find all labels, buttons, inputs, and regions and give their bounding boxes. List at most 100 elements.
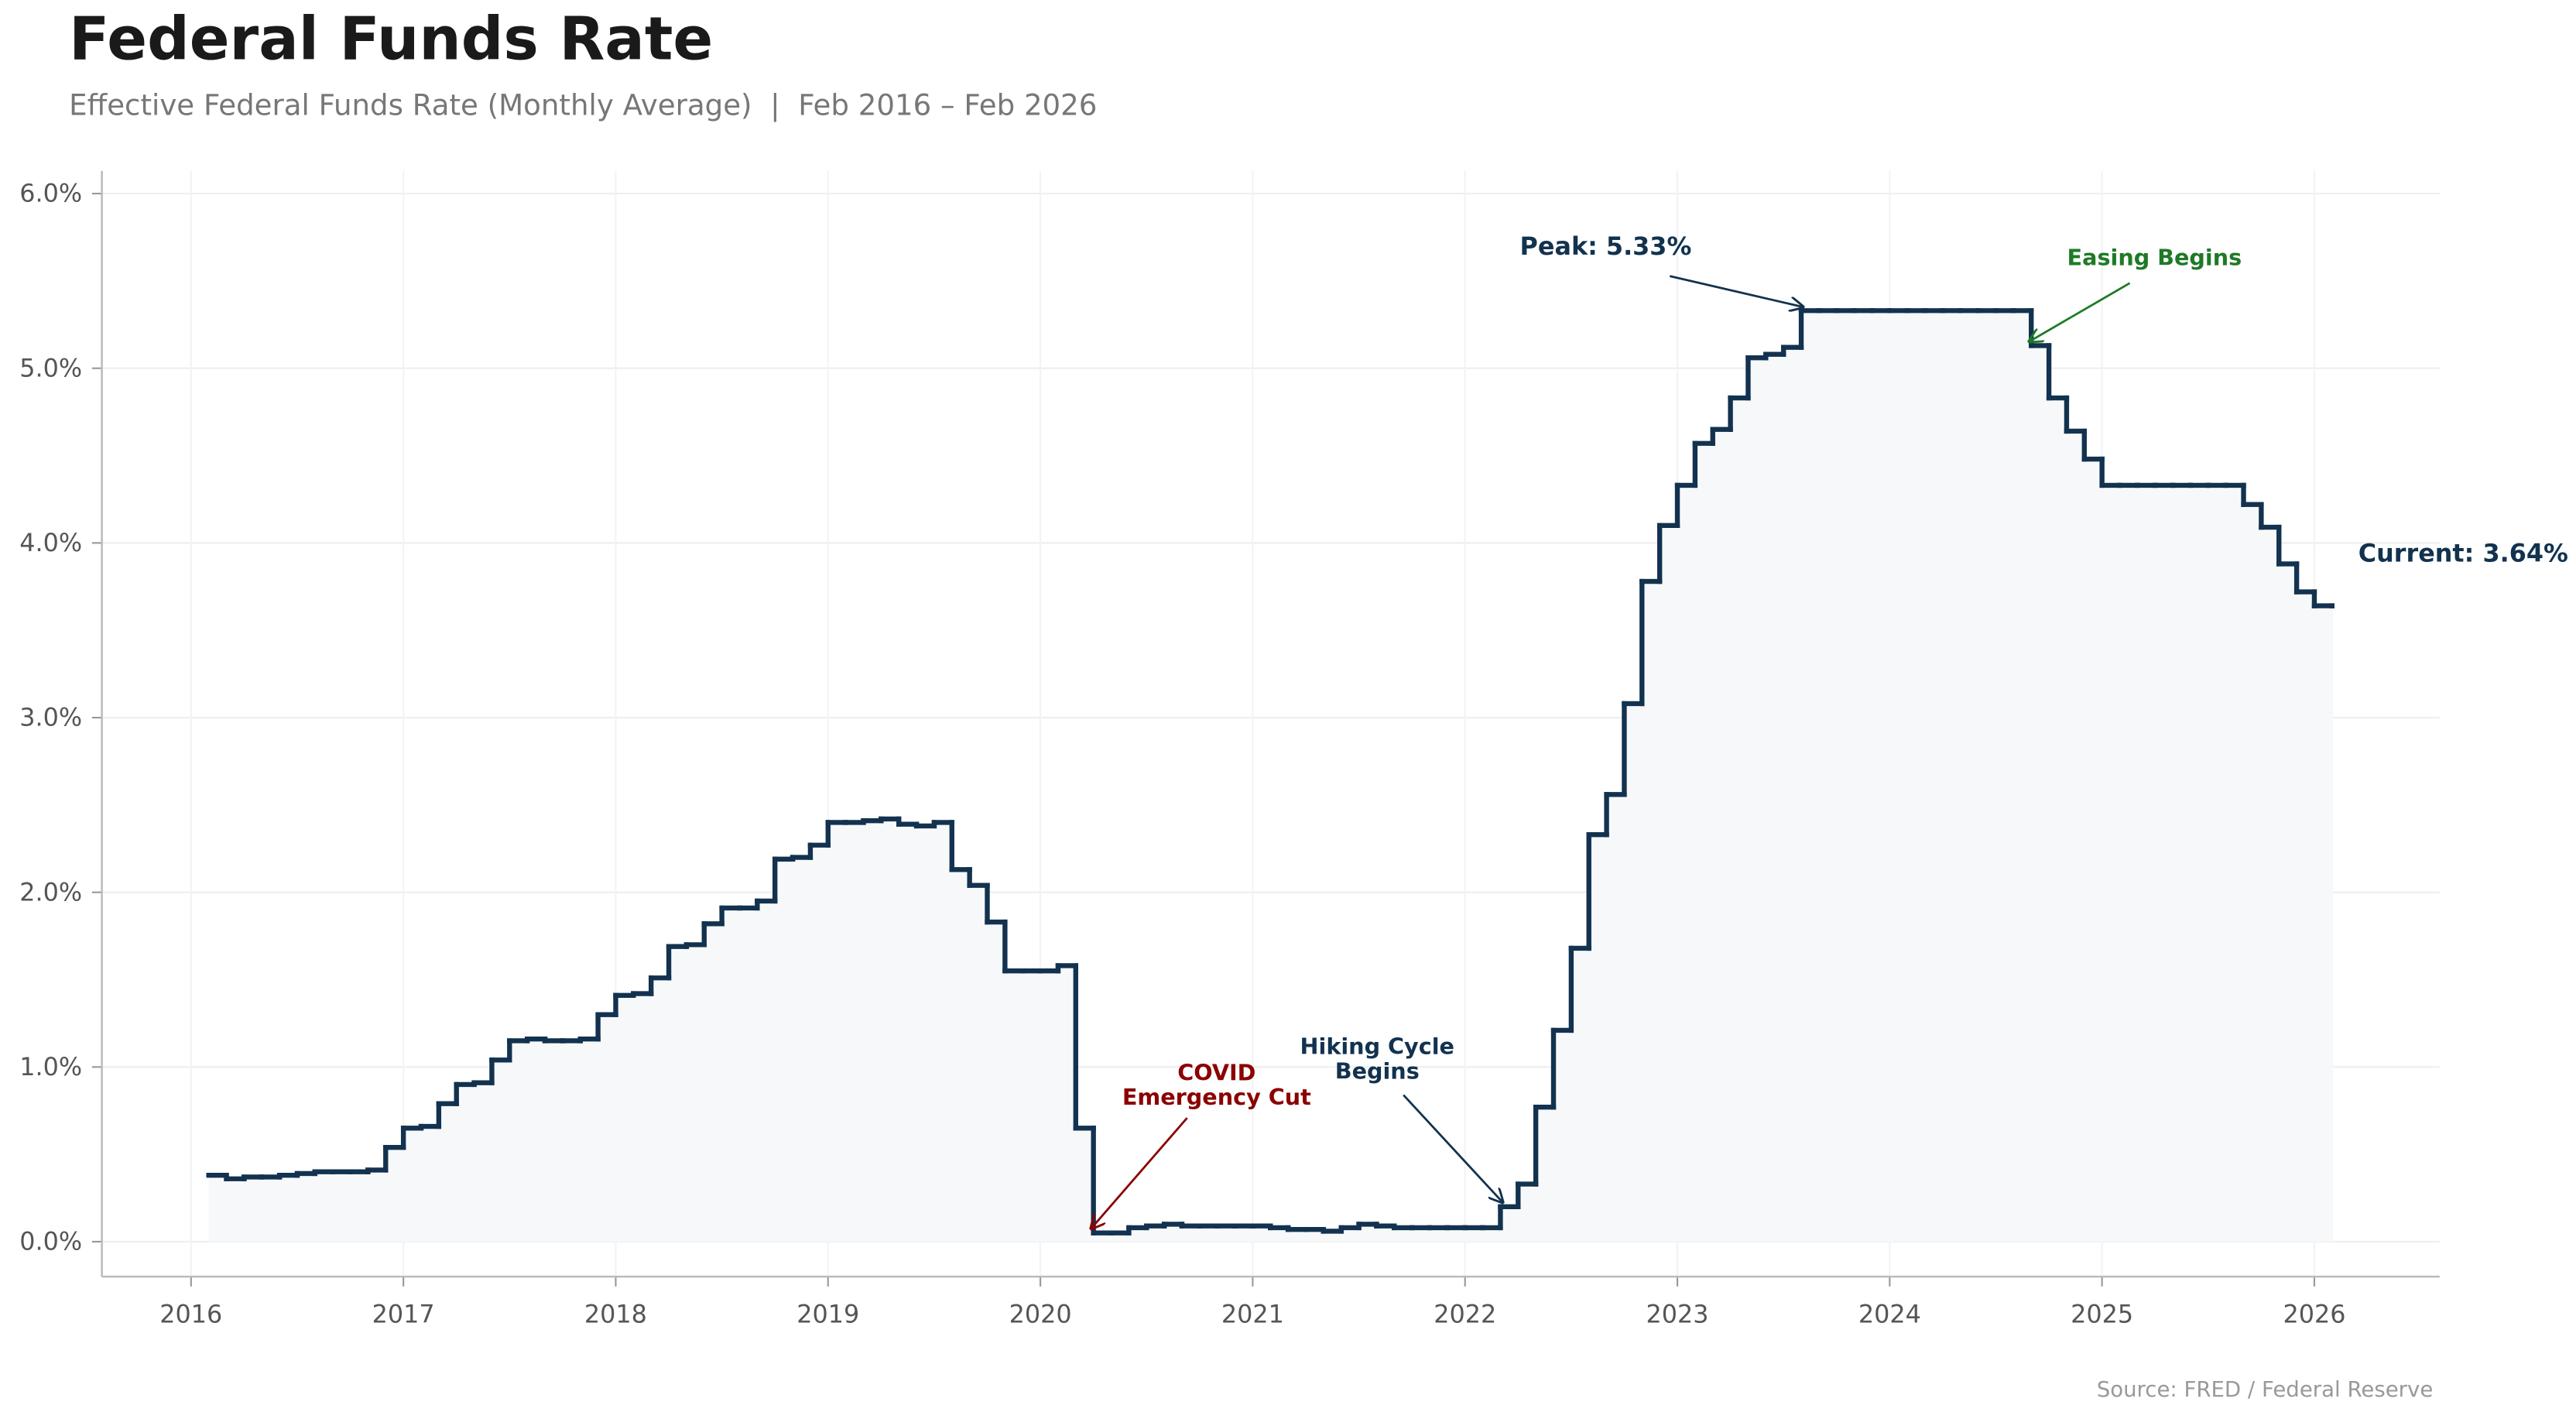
area-fill bbox=[2314, 605, 2334, 1242]
area-fill bbox=[1376, 1225, 1396, 1242]
area-fill bbox=[1164, 1224, 1184, 1242]
area-fill bbox=[1995, 310, 2015, 1242]
annotation-text: Hiking Cycle bbox=[1300, 1033, 1454, 1059]
area-fill bbox=[332, 1171, 351, 1242]
area-fill bbox=[1093, 1232, 1112, 1242]
area-fill bbox=[2119, 485, 2139, 1242]
y-tick-label: 5.0% bbox=[19, 353, 82, 382]
area-fill bbox=[899, 824, 918, 1242]
x-tick-label: 2016 bbox=[159, 1300, 222, 1329]
area-fill bbox=[1464, 1227, 1484, 1242]
axes: 0.0% 1.0% 2.0% 3.0% 4.0% 5.0% 6.0% 2016 2017 2018… bbox=[19, 170, 2440, 1329]
area-fill bbox=[2297, 591, 2316, 1242]
y-tick-label: 4.0% bbox=[19, 528, 82, 557]
x-tick-label: 2020 bbox=[1009, 1300, 1072, 1329]
area-fill bbox=[1588, 835, 1608, 1242]
area-fill bbox=[615, 995, 635, 1242]
area-fill bbox=[1536, 1107, 1555, 1242]
area-fill bbox=[296, 1173, 317, 1242]
area-fill bbox=[438, 1103, 457, 1242]
area-fill bbox=[1606, 794, 1625, 1242]
annotation-arrow bbox=[1090, 1117, 1188, 1229]
area-fill bbox=[2013, 310, 2033, 1242]
area-fill bbox=[2137, 485, 2156, 1242]
area-fill bbox=[2243, 504, 2263, 1242]
area-fill bbox=[527, 1039, 546, 1242]
area-fill bbox=[1270, 1227, 1290, 1242]
area-fill bbox=[2261, 527, 2280, 1242]
area-fill bbox=[845, 822, 865, 1242]
area-fill bbox=[279, 1175, 299, 1242]
x-tick-label: 2023 bbox=[1646, 1300, 1709, 1329]
area-fill bbox=[1872, 310, 1891, 1242]
area-fill bbox=[651, 978, 670, 1242]
area-fill bbox=[562, 1040, 582, 1242]
area-fill bbox=[863, 821, 882, 1242]
area-fill bbox=[2049, 398, 2068, 1242]
area-fill bbox=[456, 1084, 475, 1242]
area-fill bbox=[1500, 1206, 1519, 1242]
area-fill bbox=[1783, 347, 1803, 1242]
x-tick-label: 2024 bbox=[1858, 1300, 1921, 1329]
area-fill bbox=[1818, 310, 1838, 1242]
area-fill bbox=[1129, 1227, 1148, 1242]
area-fill bbox=[881, 818, 900, 1242]
area-fill bbox=[368, 1170, 387, 1242]
area-fill bbox=[1040, 971, 1060, 1242]
area-fill bbox=[1854, 310, 1873, 1242]
source-note: Source: FRED / Federal Reserve bbox=[2097, 1376, 2434, 1402]
annotation-arrow bbox=[1403, 1094, 1503, 1204]
area-fill bbox=[810, 845, 830, 1242]
area-fill bbox=[2084, 459, 2103, 1242]
area-fill bbox=[1358, 1224, 1378, 1242]
area-fill bbox=[2102, 485, 2121, 1242]
area-fill bbox=[1960, 310, 1979, 1242]
area-fill bbox=[1712, 429, 1732, 1242]
y-tick-label: 0.0% bbox=[19, 1227, 82, 1256]
area-fill bbox=[208, 1175, 228, 1242]
area-fill bbox=[1412, 1227, 1431, 1242]
area-fill bbox=[1942, 310, 1962, 1242]
area-fill bbox=[2208, 485, 2227, 1242]
y-tick-label: 3.0% bbox=[19, 703, 82, 732]
area-fill bbox=[2190, 485, 2210, 1242]
area-fill bbox=[1111, 1232, 1130, 1242]
area-fill bbox=[580, 1039, 599, 1242]
annotation-text: Peak: 5.33% bbox=[1520, 231, 1692, 261]
area-fill bbox=[403, 1128, 423, 1242]
area-fill bbox=[916, 825, 936, 1242]
area-fill bbox=[1748, 358, 1767, 1242]
area-fill bbox=[545, 1040, 564, 1242]
area-fill bbox=[969, 885, 988, 1242]
area-fill bbox=[1199, 1225, 1218, 1242]
y-tick-label: 1.0% bbox=[19, 1052, 82, 1081]
area bbox=[208, 310, 2334, 1242]
area-fill bbox=[951, 869, 971, 1242]
area-fill bbox=[1518, 1184, 1537, 1242]
x-tick-label: 2026 bbox=[2283, 1300, 2345, 1329]
area-fill bbox=[1694, 443, 1714, 1242]
annotation-text: Easing Begins bbox=[2067, 244, 2242, 270]
area-fill bbox=[1305, 1229, 1325, 1242]
area-fill bbox=[721, 907, 741, 1242]
area-fill bbox=[2225, 485, 2245, 1242]
area-fill bbox=[2173, 485, 2192, 1242]
area-fill bbox=[2155, 485, 2174, 1242]
area-fill bbox=[757, 900, 776, 1242]
area-fill bbox=[1394, 1227, 1413, 1242]
x-tick-label: 2019 bbox=[796, 1300, 859, 1329]
area-fill bbox=[350, 1171, 369, 1242]
area-fill bbox=[793, 857, 812, 1242]
area-fill bbox=[385, 1147, 405, 1242]
area-fill bbox=[509, 1040, 529, 1242]
area-fill bbox=[1181, 1225, 1201, 1242]
area-fill bbox=[244, 1177, 263, 1242]
area-fill bbox=[1553, 1030, 1573, 1242]
area-fill bbox=[1907, 310, 1927, 1242]
annotation-text: COVID bbox=[1177, 1059, 1255, 1085]
area-fill bbox=[1730, 398, 1749, 1242]
x-tick-label: 2018 bbox=[584, 1300, 647, 1329]
area-fill bbox=[1341, 1227, 1360, 1242]
